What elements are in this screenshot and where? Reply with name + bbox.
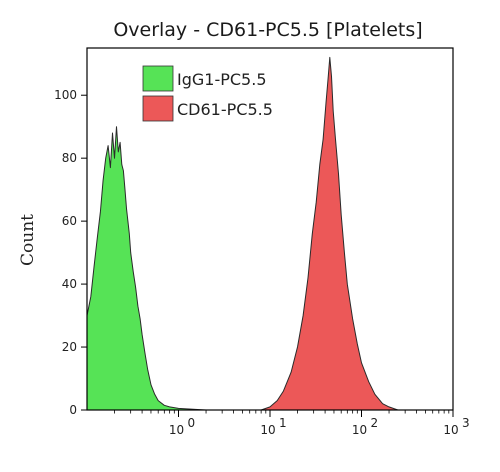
series-layer	[86, 56, 399, 411]
x-tick-label: 10	[443, 423, 458, 437]
y-tick-label: 60	[62, 214, 77, 228]
x-tick-label: 10	[260, 423, 275, 437]
x-tick-label: 10	[169, 423, 184, 437]
series-area-2	[260, 56, 399, 411]
x-tick-exponent: 1	[279, 416, 287, 430]
y-tick-label: 80	[62, 151, 77, 165]
x-tick-exponent: 3	[462, 416, 470, 430]
x-tick-exponent: 2	[371, 416, 379, 430]
x-tick-exponent: 0	[188, 416, 196, 430]
series-area-1	[86, 126, 271, 411]
legend: IgG1-PC5.5 CD61-PC5.5	[142, 65, 273, 122]
y-tick-label: 0	[69, 403, 77, 417]
x-tick-label: 10	[352, 423, 367, 437]
legend-label-1: IgG1-PC5.5	[177, 70, 267, 89]
y-axis-label: Count	[18, 214, 38, 266]
legend-swatch-1	[142, 65, 174, 92]
y-tick-label: 100	[54, 88, 77, 102]
chart-title: Overlay - CD61-PC5.5 [Platelets]	[113, 19, 422, 41]
legend-swatch-2	[142, 95, 174, 122]
y-tick-label: 40	[62, 277, 77, 291]
y-tick-label: 20	[62, 340, 77, 354]
legend-label-2: CD61-PC5.5	[177, 100, 273, 119]
